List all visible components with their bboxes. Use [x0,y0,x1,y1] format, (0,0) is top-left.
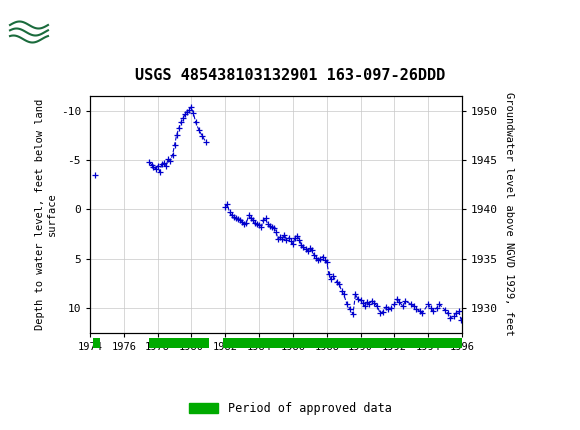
Bar [223,338,462,348]
Bar [8,7,50,49]
Y-axis label: Groundwater level above NGVD 1929, feet: Groundwater level above NGVD 1929, feet [503,92,513,336]
Text: USGS 485438103132901 163-097-26DDD: USGS 485438103132901 163-097-26DDD [135,68,445,83]
Bar [93,338,100,348]
Legend: Period of approved data: Period of approved data [184,397,396,420]
Y-axis label: Depth to water level, feet below land
surface: Depth to water level, feet below land su… [35,98,57,330]
Bar [149,338,209,348]
Text: USGS: USGS [58,18,126,37]
